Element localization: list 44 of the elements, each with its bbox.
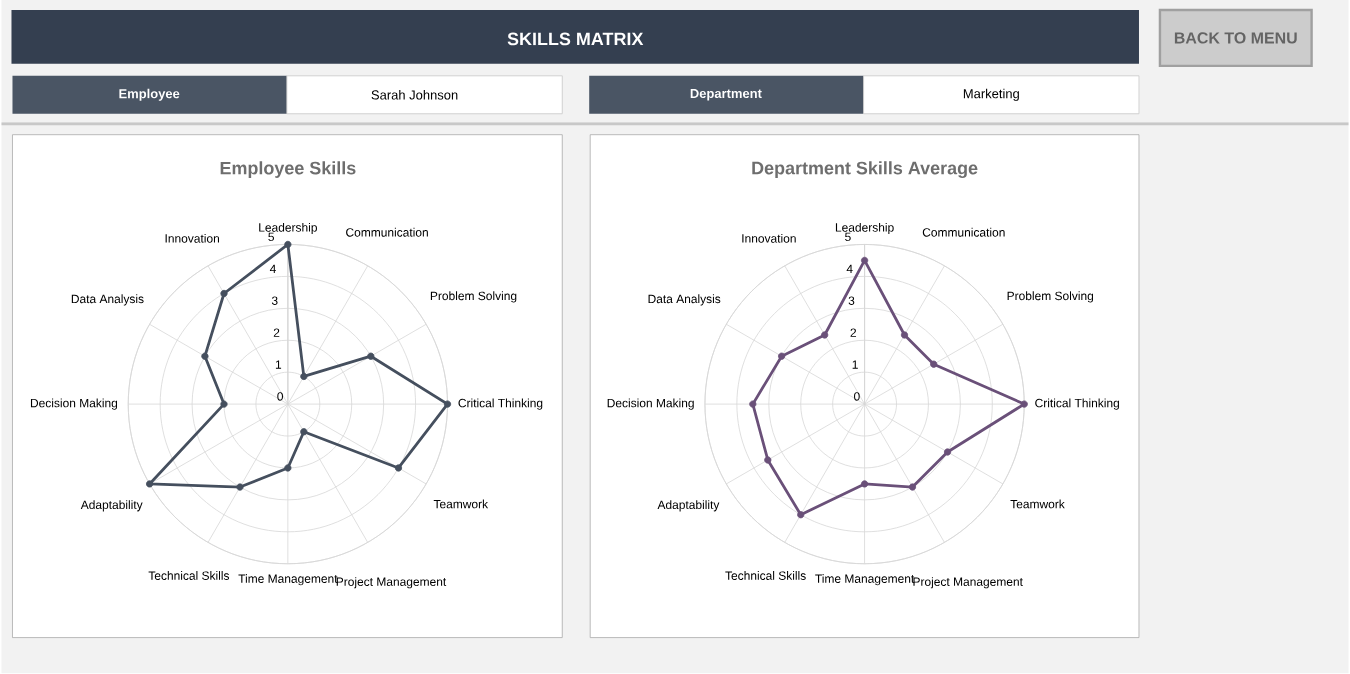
text: Marketing	[963, 89, 1019, 102]
spoke-label: Communication	[922, 228, 1005, 237]
spoke-label: Technical Skills	[725, 571, 806, 581]
spoke-label: Teamwork	[1010, 499, 1065, 509]
spoke-label: Critical Thinking	[458, 398, 543, 410]
spoke-label: Teamwork	[433, 499, 489, 509]
chart-title: Employee Skills	[220, 161, 356, 179]
spoke-label: Leadership	[259, 223, 317, 235]
spoke-label: Innovation	[742, 234, 796, 243]
y-tick-label: 1	[852, 360, 858, 370]
y-tick-label: 2	[850, 328, 857, 338]
y-tick-label: 0	[854, 392, 860, 401]
y-tick-label: 5	[268, 232, 274, 242]
spoke-label: Adaptability	[80, 500, 143, 512]
spoke-label: Leadership	[835, 223, 894, 235]
spoke-label: Adaptability	[657, 500, 720, 512]
spoke-label: Innovation	[165, 234, 219, 243]
y-tick-label: 2	[273, 328, 280, 338]
text: SKILLS MATRIX	[507, 32, 644, 46]
spoke-label: Critical Thinking	[1035, 398, 1119, 410]
text: BACK TO MENU	[1174, 32, 1297, 44]
spoke-label: Project Management	[913, 577, 1023, 589]
chart-title: Department Skills Average	[752, 161, 978, 179]
text: Sarah Johnson	[371, 90, 458, 100]
spoke-label: Problem Solving	[430, 291, 517, 303]
y-tick-label: 5	[845, 232, 851, 242]
y-tick-label: 4	[846, 265, 853, 274]
y-tick-label: 0	[277, 392, 284, 401]
spoke-label: Decision Making	[30, 398, 118, 410]
y-tick-label: 3	[271, 296, 278, 306]
y-tick-label: 3	[848, 296, 855, 306]
spoke-label: Decision Making	[607, 398, 694, 410]
spoke-label: Data Analysis	[71, 294, 144, 306]
y-tick-label: 4	[269, 265, 276, 274]
spoke-label: Time Management	[815, 574, 915, 586]
spoke-label: Time Management	[238, 574, 338, 586]
y-tick-label: 1	[275, 360, 282, 370]
text: Employee	[119, 89, 180, 102]
spoke-label: Communication	[346, 228, 428, 237]
spoke-label: Problem Solving	[1007, 291, 1094, 303]
spoke-label: Project Management	[336, 577, 447, 589]
text: Department	[690, 89, 762, 101]
spoke-label: Data Analysis	[648, 294, 721, 306]
spoke-label: Technical Skills	[148, 571, 230, 581]
